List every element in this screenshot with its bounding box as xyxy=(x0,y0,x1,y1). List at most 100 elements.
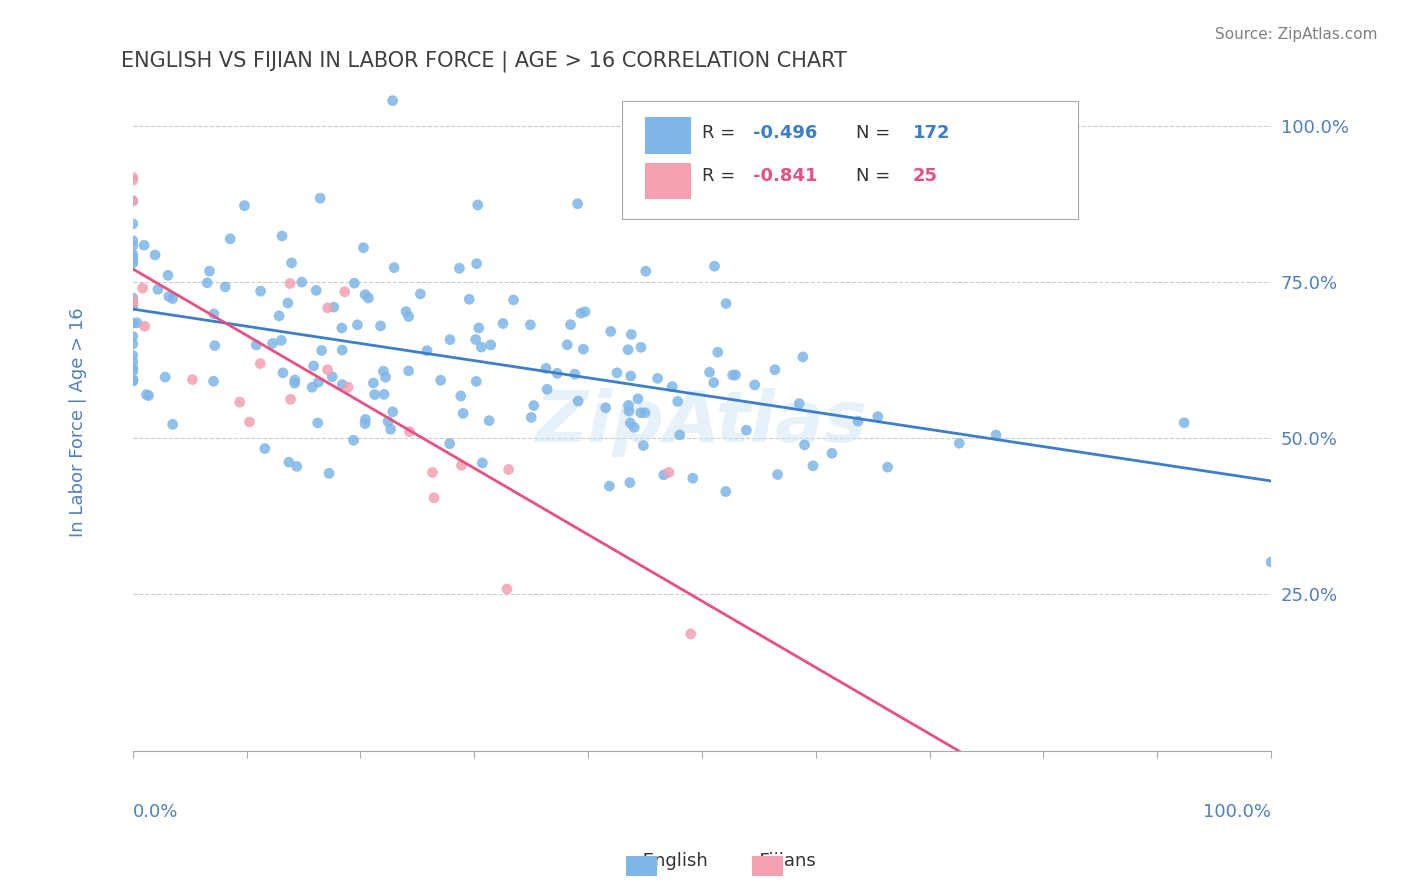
Point xyxy=(373,364,395,378)
Point xyxy=(363,387,385,401)
Point xyxy=(398,364,420,378)
Point xyxy=(793,438,815,452)
Point xyxy=(125,316,148,330)
Point xyxy=(311,343,333,358)
Point xyxy=(121,336,143,351)
Point xyxy=(409,286,432,301)
Point xyxy=(451,406,474,420)
Point xyxy=(330,343,353,357)
Point xyxy=(464,333,486,347)
Point xyxy=(567,196,589,211)
Point xyxy=(1173,416,1195,430)
Point xyxy=(271,366,294,380)
Point xyxy=(278,277,301,291)
Point xyxy=(333,285,356,299)
Text: ENGLISH VS FIJIAN IN LABOR FORCE | AGE > 16 CORRELATION CHART: ENGLISH VS FIJIAN IN LABOR FORCE | AGE >… xyxy=(121,51,848,72)
Point xyxy=(370,318,392,333)
Point xyxy=(634,406,657,420)
Point xyxy=(271,229,294,244)
Point xyxy=(121,360,143,375)
Point xyxy=(316,362,339,376)
Point xyxy=(202,307,225,321)
Point xyxy=(422,466,444,480)
Point xyxy=(707,345,730,359)
Point xyxy=(423,491,446,505)
Point xyxy=(309,191,332,205)
Point xyxy=(353,241,375,255)
Text: R =: R = xyxy=(702,123,741,142)
Point xyxy=(121,170,143,185)
Point xyxy=(143,248,166,262)
Point xyxy=(285,459,308,474)
Point xyxy=(668,428,690,442)
Point xyxy=(744,378,766,392)
Point xyxy=(617,343,640,357)
Point xyxy=(380,422,402,436)
Point xyxy=(121,251,143,265)
Point xyxy=(291,275,314,289)
Point xyxy=(620,327,643,342)
Point xyxy=(354,412,377,426)
Point xyxy=(381,405,404,419)
Text: -0.841: -0.841 xyxy=(754,168,818,186)
Point xyxy=(202,374,225,388)
Point xyxy=(792,350,814,364)
Point xyxy=(763,362,786,376)
Point xyxy=(984,428,1007,442)
Point xyxy=(301,380,323,394)
Point xyxy=(714,484,737,499)
Point xyxy=(523,399,546,413)
Point xyxy=(634,264,657,278)
Point xyxy=(468,321,491,335)
Point xyxy=(121,329,143,343)
Text: R =: R = xyxy=(702,168,741,186)
Point xyxy=(801,458,824,473)
Point xyxy=(564,368,586,382)
Point xyxy=(121,234,143,248)
Text: In Labor Force | Age > 16: In Labor Force | Age > 16 xyxy=(69,308,87,537)
Point xyxy=(620,369,643,384)
Point xyxy=(219,232,242,246)
Point xyxy=(322,300,344,314)
Point xyxy=(228,395,250,409)
Point xyxy=(307,416,329,430)
Point xyxy=(346,318,368,332)
Text: -0.496: -0.496 xyxy=(754,123,817,142)
Point xyxy=(121,293,143,308)
Point xyxy=(277,296,299,310)
Point xyxy=(121,253,143,268)
Point xyxy=(555,337,578,351)
Point xyxy=(619,416,641,430)
Point xyxy=(439,436,461,450)
Point xyxy=(630,340,652,354)
Point xyxy=(214,280,236,294)
Point xyxy=(416,343,439,358)
Point xyxy=(623,420,645,434)
Point xyxy=(439,333,461,347)
Point xyxy=(121,349,143,363)
Point xyxy=(724,368,747,382)
Point xyxy=(280,256,302,270)
Point xyxy=(846,414,869,428)
Point xyxy=(204,338,226,352)
Point xyxy=(316,301,339,315)
Point xyxy=(134,319,156,334)
Point xyxy=(337,380,360,394)
Point xyxy=(735,423,758,437)
Point xyxy=(121,256,143,270)
Point xyxy=(238,415,260,429)
Point xyxy=(574,304,596,318)
Point xyxy=(619,475,641,490)
Point xyxy=(479,338,502,352)
Point xyxy=(330,321,353,335)
Point xyxy=(245,338,267,352)
Point xyxy=(121,355,143,369)
Point xyxy=(162,417,184,432)
Point xyxy=(502,293,524,307)
Point xyxy=(249,357,271,371)
Point xyxy=(630,406,652,420)
Point xyxy=(382,260,405,275)
Point xyxy=(330,377,353,392)
Point xyxy=(233,199,256,213)
Point xyxy=(617,398,640,412)
